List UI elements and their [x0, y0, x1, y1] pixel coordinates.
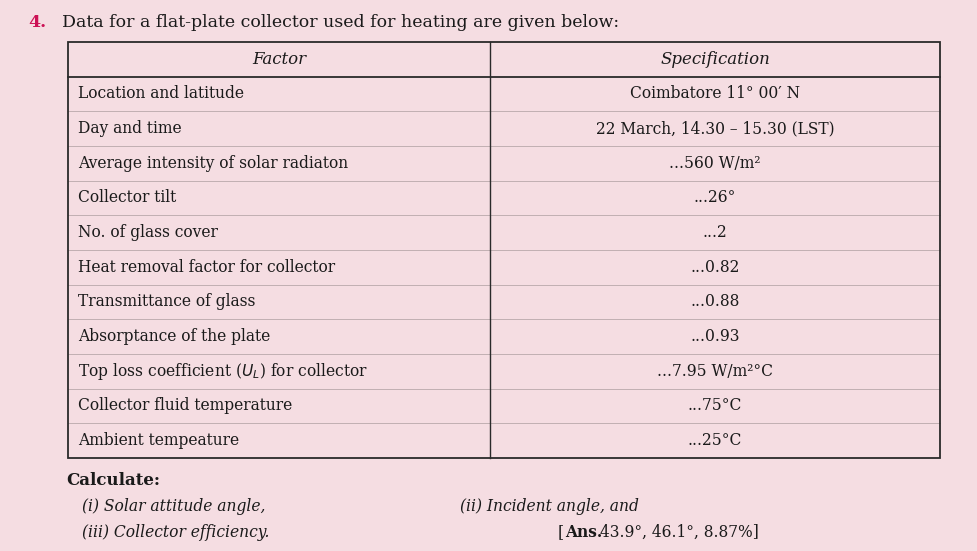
Text: 4.: 4. [28, 14, 46, 31]
Text: ...0.93: ...0.93 [690, 328, 739, 345]
Text: ...0.88: ...0.88 [690, 294, 739, 311]
Text: Specification: Specification [659, 51, 769, 68]
Text: Day and time: Day and time [78, 120, 182, 137]
Text: [: [ [557, 524, 563, 541]
Text: Factor: Factor [252, 51, 306, 68]
Text: Absorptance of the plate: Absorptance of the plate [78, 328, 270, 345]
Text: Data for a flat-plate collector used for heating are given below:: Data for a flat-plate collector used for… [62, 14, 618, 31]
Text: (ii) Incident angle, and: (ii) Incident angle, and [459, 498, 638, 515]
Text: 22 March, 14.30 – 15.30 (LST): 22 March, 14.30 – 15.30 (LST) [595, 120, 833, 137]
Text: Calculate:: Calculate: [65, 472, 160, 489]
Text: No. of glass cover: No. of glass cover [78, 224, 218, 241]
Text: ...0.82: ...0.82 [690, 259, 739, 276]
Text: ...2: ...2 [701, 224, 727, 241]
Text: Top loss coefficient ($U_L$) for collector: Top loss coefficient ($U_L$) for collect… [78, 361, 367, 382]
Text: Ambient tempeature: Ambient tempeature [78, 432, 239, 449]
Bar [68, 42, 939, 458]
Text: Coimbatore 11° 00′ N: Coimbatore 11° 00′ N [629, 85, 799, 102]
Text: Heat removal factor for collector: Heat removal factor for collector [78, 259, 335, 276]
Text: Ans.: Ans. [565, 524, 602, 541]
Text: Average intensity of solar radiaton: Average intensity of solar radiaton [78, 155, 348, 172]
Text: ...7.95 W/m²°C: ...7.95 W/m²°C [657, 363, 772, 380]
Text: Transmittance of glass: Transmittance of glass [78, 294, 255, 311]
Text: 43.9°, 46.1°, 8.87%]: 43.9°, 46.1°, 8.87%] [600, 524, 758, 541]
Text: Collector tilt: Collector tilt [78, 190, 176, 207]
Text: ...26°: ...26° [693, 190, 736, 207]
Text: (iii) Collector efficiency.: (iii) Collector efficiency. [82, 524, 269, 541]
Text: ...75°C: ...75°C [687, 397, 742, 414]
Text: (i) Solar attitude angle,: (i) Solar attitude angle, [82, 498, 265, 515]
Text: Collector fluid temperature: Collector fluid temperature [78, 397, 292, 414]
Text: Location and latitude: Location and latitude [78, 85, 243, 102]
Text: ...25°C: ...25°C [687, 432, 742, 449]
Text: ...560 W/m²: ...560 W/m² [668, 155, 760, 172]
